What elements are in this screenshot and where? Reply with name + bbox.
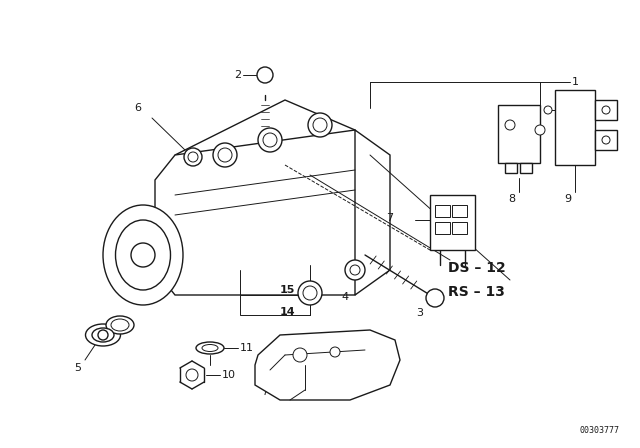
Bar bbox=[505, 163, 517, 173]
Text: 7: 7 bbox=[387, 213, 394, 223]
Circle shape bbox=[602, 106, 610, 114]
Text: DS – 12: DS – 12 bbox=[448, 261, 506, 275]
Text: 14: 14 bbox=[280, 307, 295, 317]
Ellipse shape bbox=[92, 328, 114, 342]
Circle shape bbox=[544, 106, 552, 114]
Circle shape bbox=[218, 148, 232, 162]
Text: 2: 2 bbox=[234, 70, 241, 80]
Circle shape bbox=[350, 265, 360, 275]
Bar bbox=[430, 195, 475, 250]
Circle shape bbox=[184, 148, 202, 166]
Ellipse shape bbox=[103, 205, 183, 305]
Text: 1: 1 bbox=[572, 77, 579, 87]
Text: 00303777: 00303777 bbox=[580, 426, 620, 435]
Bar bbox=[520, 163, 532, 173]
Text: 11: 11 bbox=[240, 343, 254, 353]
Ellipse shape bbox=[115, 220, 170, 290]
Text: 8: 8 bbox=[508, 194, 516, 204]
Circle shape bbox=[602, 136, 610, 144]
Circle shape bbox=[257, 67, 273, 83]
Bar bbox=[435, 205, 450, 217]
Circle shape bbox=[308, 113, 332, 137]
Text: 9: 9 bbox=[564, 194, 572, 204]
Text: 4: 4 bbox=[341, 292, 349, 302]
Circle shape bbox=[258, 128, 282, 152]
Circle shape bbox=[426, 289, 444, 307]
Circle shape bbox=[98, 330, 108, 340]
Circle shape bbox=[303, 286, 317, 300]
Bar bbox=[498, 105, 540, 163]
Bar bbox=[595, 130, 617, 150]
Circle shape bbox=[293, 348, 307, 362]
Circle shape bbox=[298, 281, 322, 305]
Circle shape bbox=[535, 125, 545, 135]
Circle shape bbox=[505, 120, 515, 130]
Text: 3: 3 bbox=[417, 308, 424, 318]
Text: 10: 10 bbox=[222, 370, 236, 380]
Circle shape bbox=[131, 243, 155, 267]
Bar bbox=[555, 90, 595, 165]
Circle shape bbox=[313, 118, 327, 132]
Ellipse shape bbox=[202, 345, 218, 352]
Bar bbox=[452, 222, 467, 234]
Circle shape bbox=[263, 133, 277, 147]
Text: 6: 6 bbox=[134, 103, 141, 113]
Polygon shape bbox=[355, 130, 390, 295]
Polygon shape bbox=[155, 130, 370, 295]
Ellipse shape bbox=[196, 342, 224, 354]
Polygon shape bbox=[255, 330, 400, 400]
Circle shape bbox=[186, 369, 198, 381]
Circle shape bbox=[330, 347, 340, 357]
Polygon shape bbox=[175, 100, 355, 185]
Circle shape bbox=[345, 260, 365, 280]
Text: 15: 15 bbox=[280, 285, 295, 295]
Bar bbox=[595, 100, 617, 120]
Text: RS – 13: RS – 13 bbox=[448, 285, 505, 299]
Bar bbox=[452, 205, 467, 217]
Circle shape bbox=[213, 143, 237, 167]
Circle shape bbox=[188, 152, 198, 162]
Ellipse shape bbox=[86, 324, 120, 346]
Ellipse shape bbox=[111, 319, 129, 331]
Ellipse shape bbox=[106, 316, 134, 334]
Polygon shape bbox=[240, 295, 310, 315]
Bar bbox=[435, 222, 450, 234]
Text: 5: 5 bbox=[74, 363, 81, 373]
